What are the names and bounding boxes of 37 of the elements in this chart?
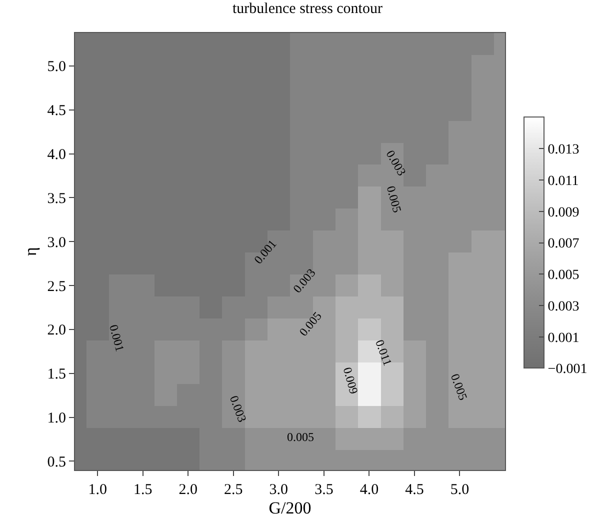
color-bar-label: 0.009	[548, 205, 580, 220]
color-bar-label: 0.001	[548, 330, 580, 346]
x-tick-label: 5.0	[450, 482, 470, 498]
y-tick-label: 0.5	[47, 454, 66, 470]
x-tick-label: 4.5	[405, 482, 424, 498]
y-tick-label: 4.0	[47, 147, 66, 164]
y-tick-label: 1.5	[47, 366, 66, 383]
x-tick-label: 2.0	[178, 482, 198, 498]
annotation: 0.005	[384, 184, 404, 214]
y-tick-label: 2.5	[47, 278, 66, 295]
y-tick-label: 4.5	[47, 103, 66, 120]
chart-title: turbulence stress contour	[232, 1, 382, 18]
color-bar-label: −0.001	[548, 362, 588, 378]
y-tick-label: 5.0	[47, 59, 66, 76]
x-tick-label: 1.0	[88, 482, 108, 498]
annotation: 0.011	[372, 338, 395, 368]
y-tick-label: 3.5	[47, 190, 66, 207]
annotation: 0.001	[106, 323, 128, 353]
x-axis-title: G/200	[268, 498, 312, 518]
y-tick-label: 2.0	[47, 322, 66, 339]
color-bar-label: 0.003	[548, 299, 580, 314]
x-tick-label: 3.0	[269, 482, 288, 498]
annotation: 0.005	[287, 430, 314, 444]
x-tick-label: 4.0	[360, 482, 379, 498]
color-bar-label: 0.007	[548, 236, 580, 252]
color-bar-label: 0.013	[548, 142, 580, 158]
annotation: 0.003	[226, 394, 250, 424]
x-tick-label: 1.5	[134, 482, 152, 498]
annotation: 0.005	[448, 372, 470, 402]
color-bar-label: 0.011	[548, 174, 579, 189]
color-bar-label: 0.005	[548, 268, 580, 284]
y-tick-label: 3.0	[47, 234, 66, 251]
y-axis-title: η	[20, 247, 40, 256]
y-tick-label: 1.0	[47, 410, 66, 427]
x-tick-label: 3.5	[314, 482, 334, 498]
x-tick-label: 2.5	[224, 482, 243, 498]
annotation: 0.009	[340, 366, 361, 396]
